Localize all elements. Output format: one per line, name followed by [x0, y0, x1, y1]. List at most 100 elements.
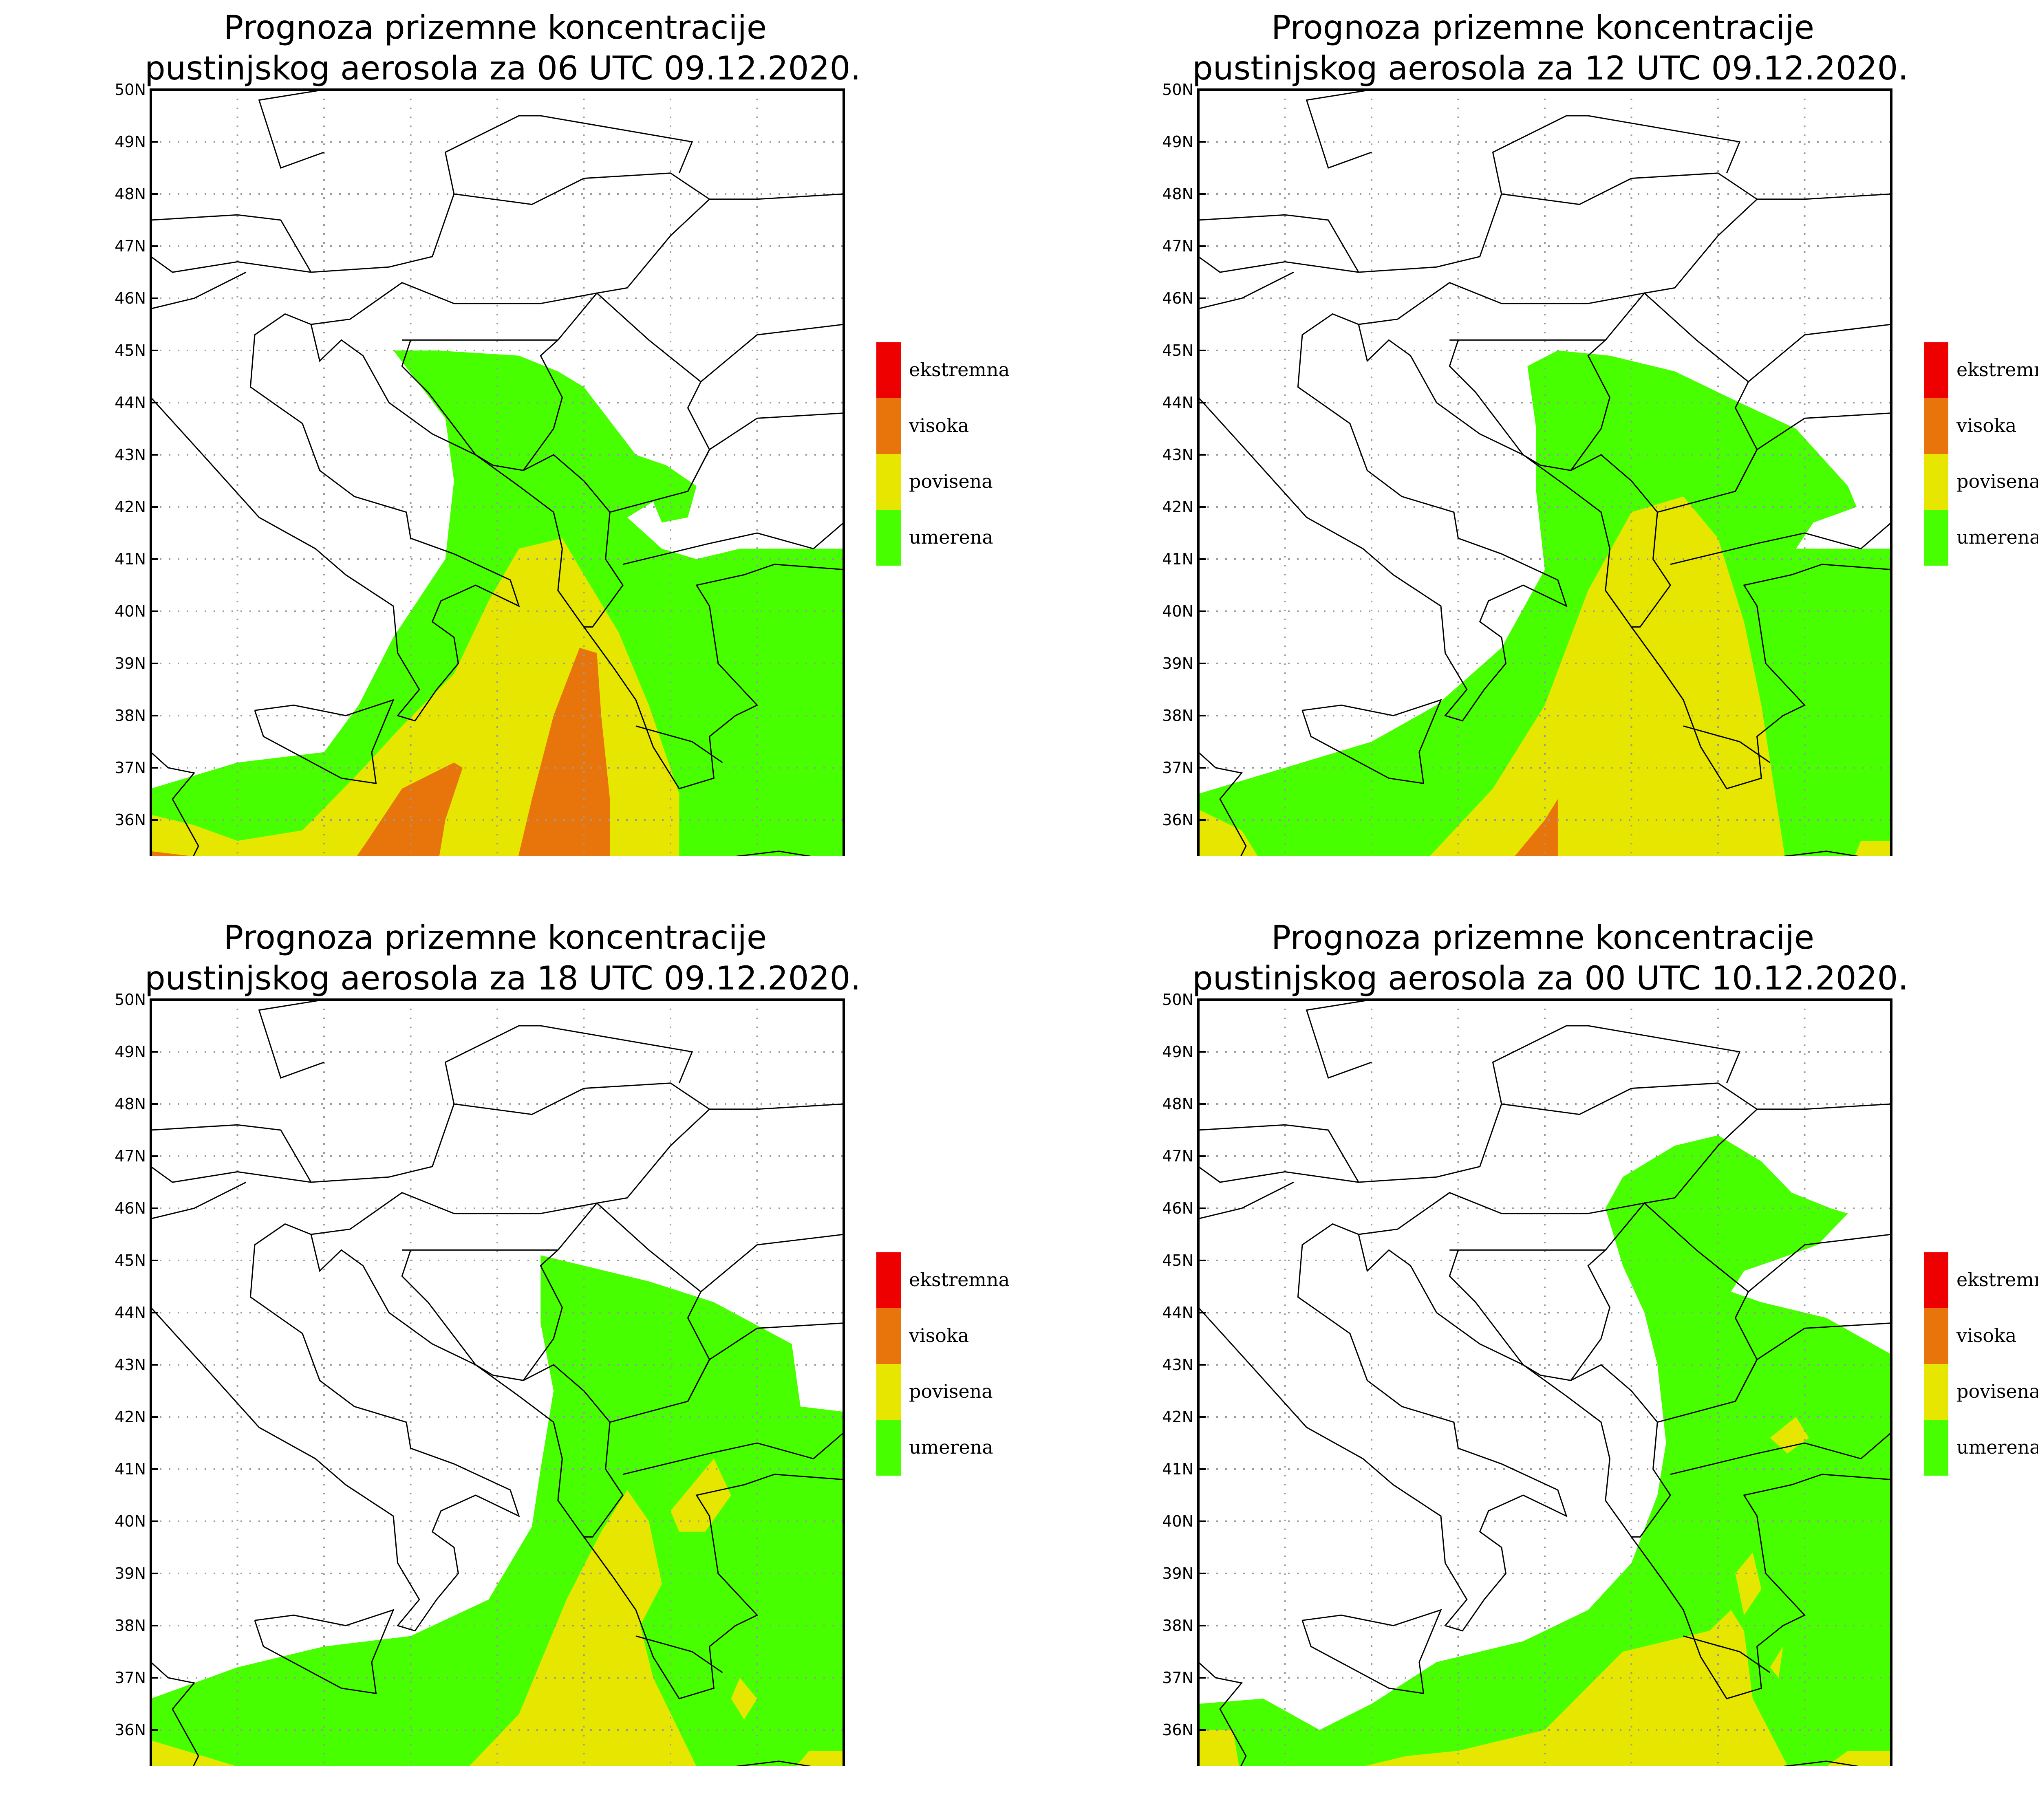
country-border: [1449, 339, 1524, 455]
country-border: [1735, 1322, 1891, 1402]
concentration-area-povisena: [1855, 841, 1891, 856]
legend-label: ekstremna: [909, 359, 1010, 381]
map-plot-area: [151, 1000, 844, 1766]
lat-tick-label: 43N: [1162, 446, 1193, 464]
coastline: [1301, 699, 1442, 784]
legend-item-umerena: umerena: [1924, 510, 2038, 566]
concentration-area-povisena: [671, 1459, 731, 1532]
country-border: [1757, 1103, 1891, 1110]
country-border: [687, 412, 844, 492]
country-border: [444, 115, 693, 194]
country-border: [622, 1432, 844, 1475]
country-border: [584, 512, 624, 628]
legend-item-visoka: visoka: [876, 398, 1072, 454]
panel-title: Prognoza prizemne koncentracije pustinjs…: [145, 917, 861, 999]
lat-tick-label: 36N: [1162, 811, 1193, 829]
concentration-area-povisena: [1735, 1552, 1762, 1615]
country-border: [709, 1103, 844, 1110]
country-border: [1631, 512, 1671, 628]
country-border: [1757, 193, 1891, 200]
country-border: [1670, 522, 1891, 565]
legend-item-umerena: umerena: [876, 510, 1072, 566]
legend-item-visoka: visoka: [1924, 398, 2038, 454]
lat-tick-label: 41N: [115, 550, 146, 568]
concentration-area-povisena: [1198, 1730, 1239, 1766]
lat-tick-label: 48N: [115, 1095, 146, 1113]
legend-item-povisena: povisena: [876, 454, 1072, 510]
lat-tick-label: 49N: [115, 133, 146, 151]
lat-tick-label: 38N: [115, 1617, 146, 1635]
title-line-1: Prognoza prizemne koncentracije: [223, 9, 767, 46]
lat-tick-label: 41N: [1162, 550, 1193, 568]
legend-item-ekstremna: ekstremna: [876, 342, 1072, 398]
title-line-1: Prognoza prizemne koncentracije: [1271, 919, 1815, 956]
legend: ekstremna visoka povisena umerena: [1924, 1252, 2038, 1476]
coastline: [1783, 1761, 1859, 1766]
legend-swatch: [876, 398, 901, 454]
coastline: [151, 1223, 844, 1699]
legend-swatch: [1924, 1308, 1948, 1364]
legend-item-povisena: povisena: [1924, 1364, 2038, 1420]
legend-label: ekstremna: [1956, 1269, 2038, 1291]
title-line-1: Prognoza prizemne koncentracije: [223, 919, 767, 956]
legend-label: ekstremna: [909, 1269, 1010, 1291]
legend-swatch: [1924, 454, 1948, 510]
coastline: [1683, 725, 1771, 763]
legend-swatch: [876, 454, 901, 510]
coastline: [1301, 1609, 1442, 1694]
lat-tick-label: 42N: [115, 1408, 146, 1426]
coastline: [254, 1609, 395, 1694]
lat-tick-label: 38N: [115, 707, 146, 725]
legend-label: povisena: [909, 470, 993, 492]
legend-swatch: [1924, 1364, 1948, 1420]
legend-item-visoka: visoka: [1924, 1308, 2038, 1364]
lat-tick-label: 47N: [1162, 1147, 1193, 1165]
concentration-area-visoka: [1515, 799, 1558, 856]
country-border: [151, 1181, 247, 1220]
legend-item-visoka: visoka: [876, 1308, 1072, 1364]
forecast-map: 10E12E14E16E18E20E22E24E26E35N36N37N38N3…: [115, 81, 845, 856]
coastline: [1198, 1223, 1891, 1699]
lat-tick-label: 48N: [1162, 185, 1193, 203]
title-line-2: pustinjskog aerosola za 06 UTC 09.12.202…: [145, 49, 861, 87]
legend-label: visoka: [1956, 1324, 2017, 1346]
concentration-area-umerena: [1198, 1135, 1891, 1766]
lat-tick-label: 45N: [115, 1252, 146, 1269]
coastline: [736, 851, 811, 856]
legend-label: umerena: [1956, 526, 2038, 548]
lat-tick-label: 36N: [1162, 1721, 1193, 1739]
lat-tick-label: 47N: [115, 237, 146, 255]
legend-item-ekstremna: ekstremna: [1924, 1252, 2038, 1308]
country-border: [709, 193, 844, 200]
country-border: [1198, 1181, 1294, 1220]
legend-swatch: [1924, 510, 1948, 566]
country-border: [401, 339, 476, 455]
country-border: [151, 271, 247, 310]
lat-tick-label: 45N: [115, 342, 146, 359]
lat-tick-label: 46N: [115, 1199, 146, 1217]
legend-label: visoka: [909, 414, 969, 436]
forecast-panel-18utc: Prognoza prizemne koncentracije pustinjs…: [0, 910, 1010, 1766]
concentration-area-povisena: [1198, 496, 1785, 856]
lat-tick-label: 44N: [1162, 1304, 1193, 1322]
panel-title: Prognoza prizemne koncentracije pustinjs…: [145, 7, 861, 89]
coastline: [1198, 751, 1247, 856]
lat-tick-label: 36N: [115, 811, 146, 829]
lat-tick-label: 39N: [115, 1564, 146, 1582]
country-border: [1748, 324, 1891, 382]
country-border: [1748, 1234, 1891, 1292]
concentration-area-povisena: [151, 1490, 697, 1766]
concentration-area-povisena: [796, 1751, 844, 1766]
concentration-area-povisena: [731, 1678, 757, 1720]
forecast-map: 10E12E14E16E18E20E22E24E26E35N36N37N38N3…: [1162, 991, 1892, 1766]
country-border: [1306, 1000, 1372, 1079]
country-border: [1492, 1025, 1741, 1104]
panel-title: Prognoza prizemne koncentracije pustinjs…: [1192, 7, 1908, 89]
lat-tick-label: 49N: [1162, 1043, 1193, 1061]
lat-tick-label: 45N: [1162, 1252, 1193, 1269]
coastline: [635, 1635, 723, 1673]
title-line-2: pustinjskog aerosola za 12 UTC 09.12.202…: [1192, 49, 1908, 87]
legend-label: visoka: [1956, 414, 2017, 436]
country-border: [1198, 271, 1294, 310]
country-border: [1198, 172, 1758, 325]
